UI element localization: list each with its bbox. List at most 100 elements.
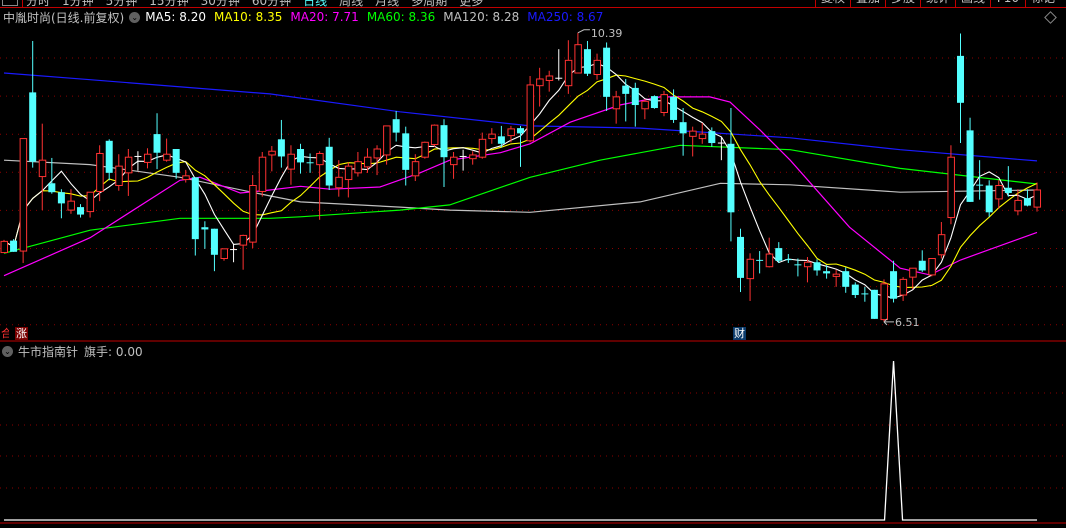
indicator-value: 旗手: 0.00 <box>84 344 143 359</box>
candle-body <box>105 140 113 173</box>
candle-body <box>593 59 602 76</box>
candle-body <box>249 185 257 243</box>
candle-body <box>641 100 649 110</box>
tab-period[interactable]: 1分钟 <box>62 0 94 8</box>
candle-body <box>172 149 180 173</box>
candle-body <box>670 96 678 120</box>
toolbar-button[interactable]: 标记 <box>1025 0 1060 7</box>
badge-zhang[interactable]: 涨 <box>15 327 28 340</box>
candle-body <box>239 234 248 246</box>
candle-body <box>497 136 505 144</box>
tab-period[interactable]: 分时 <box>26 0 51 8</box>
tab-period[interactable]: 30分钟 <box>200 0 240 8</box>
chart-header: 中胤时尚(日线.前复权) ⌄ MA5: 8.20 MA10: 8.35 MA20: … <box>3 9 611 25</box>
candle-body <box>708 131 716 144</box>
candle-body <box>258 156 267 192</box>
candle-body <box>77 207 85 215</box>
ma-label: MA60: 8.36 <box>366 10 436 24</box>
badge-cai[interactable]: 财 <box>733 327 746 340</box>
menu-icon[interactable] <box>2 0 18 6</box>
candle-body <box>564 59 573 87</box>
candle-body <box>48 183 56 193</box>
indicator-line <box>4 360 1038 521</box>
tab-period[interactable]: 日线 <box>303 0 328 8</box>
indicator-name: 牛市指南针 <box>18 344 79 359</box>
toolbar-button[interactable]: 多股 <box>885 0 920 7</box>
tab-period[interactable]: 5分钟 <box>105 0 138 8</box>
candle-body <box>536 78 544 87</box>
tab-period[interactable]: 15分钟 <box>149 0 189 8</box>
candle-body <box>383 125 391 156</box>
candle-body <box>86 191 95 213</box>
toolbar-button[interactable]: 画线 <box>955 0 990 7</box>
candle-body <box>890 271 898 299</box>
toolbar-button[interactable]: 统计 <box>920 0 955 7</box>
candle-body <box>411 161 420 177</box>
ma-line-ma10 <box>3 74 1038 289</box>
candle-body <box>899 278 908 296</box>
tab-period[interactable]: 月线 <box>375 0 400 8</box>
candle-body <box>909 267 917 278</box>
candle-body <box>201 227 209 230</box>
candle-body <box>746 258 755 280</box>
low-label: 6.51 <box>895 316 920 329</box>
candle-body <box>0 240 8 254</box>
candle-body <box>363 156 372 168</box>
candle-body <box>10 240 18 252</box>
candle-body <box>622 85 630 94</box>
ma-label: MA250: 8.67 <box>527 10 604 24</box>
candle-body <box>354 161 362 174</box>
candle-body <box>287 153 295 170</box>
candle-body <box>57 192 65 204</box>
ma-line-ma20 <box>3 96 1038 277</box>
candle-body <box>143 153 152 163</box>
ma-label: MA120: 8.28 <box>443 10 520 24</box>
candle-body <box>517 128 525 134</box>
period-tabs: 分时 1分钟 5分钟 15分钟 30分钟 60分钟 日线 周线 月线 多周期 更多 <box>26 0 484 8</box>
tab-period[interactable]: 周线 <box>339 0 364 8</box>
candle-body <box>870 289 878 319</box>
candle-body <box>96 152 104 192</box>
toolbar-button[interactable]: 复权 <box>815 0 850 7</box>
candle-body <box>402 133 410 170</box>
candle-body <box>335 176 343 189</box>
low-marker <box>883 318 894 326</box>
candle-body <box>679 122 687 134</box>
tab-period[interactable]: 更多 <box>459 0 484 8</box>
candle-body <box>297 149 305 163</box>
chevron-down-icon[interactable]: ⌄ <box>129 11 141 23</box>
toolbar-button[interactable]: F10 <box>990 0 1025 7</box>
tab-period[interactable]: 多周期 <box>411 0 448 8</box>
candle-body <box>29 92 37 162</box>
candle-body <box>851 284 859 296</box>
candle-body <box>325 146 333 186</box>
candle-body <box>947 156 955 219</box>
candle-body <box>937 234 946 256</box>
candle-body <box>507 128 515 137</box>
candle-body <box>928 258 936 276</box>
candle-body <box>210 228 218 255</box>
high-label: 10.39 <box>591 27 623 40</box>
candle-body <box>268 150 276 156</box>
candle-body <box>612 96 621 110</box>
candle-body <box>440 125 448 158</box>
toolbar-buttons: 复权叠加多股统计画线F10标记 <box>815 0 1060 7</box>
candle-body <box>689 130 697 137</box>
chevron-down-icon[interactable]: ⌄ <box>2 345 13 357</box>
candle-body <box>191 177 199 240</box>
toolbar-button[interactable]: 叠加 <box>850 0 885 7</box>
candle-body <box>526 84 535 142</box>
candle-body <box>775 248 783 261</box>
candle-body <box>574 44 582 74</box>
candle-body <box>124 156 133 174</box>
candle-body <box>1023 198 1031 206</box>
top-toolbar: 分时 1分钟 5分钟 15分钟 30分钟 60分钟 日线 周线 月线 多周期 更多 复权叠加多股统计… <box>0 0 1066 8</box>
candle-body <box>220 248 228 260</box>
candle-body <box>163 153 171 161</box>
tab-period[interactable]: 60分钟 <box>251 0 292 8</box>
candle-body <box>737 236 745 278</box>
ma-label: MA20: 7.71 <box>290 10 359 24</box>
ma-legend: MA5: 8.20 MA10: 8.35 MA20: 7.71 MA60: 8.36 M… <box>145 10 611 24</box>
candle-body <box>392 119 400 133</box>
